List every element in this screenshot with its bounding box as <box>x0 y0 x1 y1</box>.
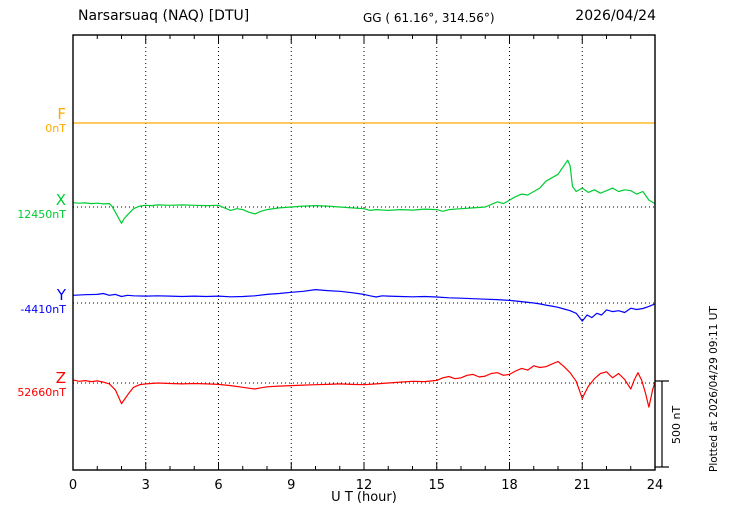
x-tick-label: 15 <box>428 478 445 493</box>
plot-date: 2026/04/24 <box>575 8 656 24</box>
component-baseline-F: 0nT <box>45 122 66 135</box>
x-tick-label: 0 <box>69 478 77 493</box>
series-X-trace <box>72 159 656 224</box>
component-label-Y: Y -4410nT <box>8 287 70 316</box>
component-label-X: X 12450nT <box>8 192 70 221</box>
x-tick-label: 21 <box>574 478 591 493</box>
x-axis-label: U T (hour) <box>331 490 397 505</box>
series-Z-trace <box>72 360 656 408</box>
x-tick-label: 3 <box>142 478 150 493</box>
series-Y-trace <box>72 289 656 322</box>
geographic-coordinates: GG ( 61.16°, 314.56°) <box>363 11 495 25</box>
component-letter-F: F <box>57 105 66 123</box>
scale-bar-label: 500 nT <box>670 405 683 444</box>
x-tick-label: 24 <box>647 478 664 493</box>
x-tick-label: 9 <box>287 478 295 493</box>
component-baseline-X: 12450nT <box>17 208 66 221</box>
x-tick-label: 12 <box>356 478 373 493</box>
component-label-F: F 0nT <box>8 106 70 135</box>
station-title: Narsarsuaq (NAQ) [DTU] <box>78 8 250 24</box>
component-letter-X: X <box>55 191 66 209</box>
component-letter-Y: Y <box>56 286 66 304</box>
component-letter-Z: Z <box>55 369 66 387</box>
component-label-Z: Z 52660nT <box>8 370 70 399</box>
plot-border <box>72 34 656 471</box>
component-baseline-Y: -4410nT <box>20 303 66 316</box>
x-tick-label: 6 <box>214 478 222 493</box>
plotted-at-note: Plotted at 2026/04/29 09:11 UT <box>708 306 720 472</box>
x-tick-label: 18 <box>501 478 518 493</box>
component-baseline-Z: 52660nT <box>17 386 66 399</box>
